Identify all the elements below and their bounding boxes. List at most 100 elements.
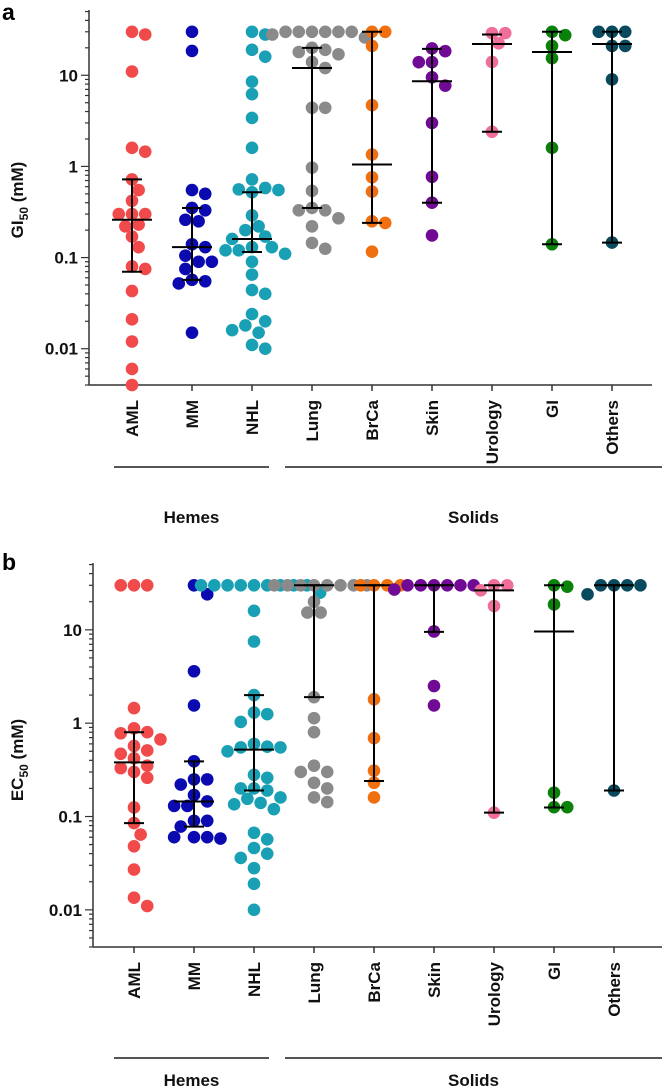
data-point xyxy=(367,791,381,804)
data-point xyxy=(498,26,512,40)
data-point xyxy=(205,255,219,269)
data-point xyxy=(138,207,152,221)
data-point xyxy=(247,578,261,592)
data-point xyxy=(134,828,147,841)
data-point xyxy=(258,287,272,301)
data-point xyxy=(318,25,332,39)
panel-letter: b xyxy=(2,549,16,575)
data-point xyxy=(320,765,334,779)
data-point xyxy=(200,588,214,601)
data-point xyxy=(221,578,234,592)
data-point xyxy=(234,851,248,865)
data-point xyxy=(132,218,145,231)
y-axis-title: GI50 (mM) xyxy=(8,162,31,239)
data-point xyxy=(127,701,141,715)
data-point xyxy=(318,101,332,115)
data-point xyxy=(232,244,246,257)
series-skin xyxy=(412,42,452,242)
data-point xyxy=(114,726,128,740)
data-point xyxy=(174,778,188,791)
data-point xyxy=(112,207,126,221)
x-tick-label: Lung xyxy=(303,400,322,442)
series-lung xyxy=(268,578,374,809)
data-point xyxy=(260,740,274,753)
y-axis-title-main: EC xyxy=(8,778,27,802)
series-lung xyxy=(266,25,372,256)
data-point xyxy=(581,588,594,601)
x-tick-label: BrCa xyxy=(363,399,382,440)
y-tick-label: 1 xyxy=(73,714,82,733)
series-others xyxy=(581,578,647,797)
x-tick-label: NHL xyxy=(243,400,262,435)
data-point xyxy=(245,141,259,155)
data-point xyxy=(367,776,381,790)
series-aml xyxy=(112,25,152,392)
data-point xyxy=(245,283,259,297)
data-point xyxy=(258,50,272,63)
data-point xyxy=(618,39,632,53)
y-tick-label: 1 xyxy=(69,157,78,176)
series-nhl xyxy=(194,578,327,917)
data-point xyxy=(438,79,452,92)
data-point xyxy=(127,863,141,876)
data-point xyxy=(307,759,321,773)
data-point xyxy=(194,578,208,592)
data-point xyxy=(187,664,201,678)
data-point xyxy=(334,578,347,592)
data-point xyxy=(247,826,261,840)
data-point xyxy=(618,25,632,39)
data-point xyxy=(185,326,199,339)
data-point xyxy=(127,578,141,592)
data-point xyxy=(245,25,259,39)
data-point xyxy=(125,378,139,392)
y-axis-title-unit: (mM) xyxy=(8,162,27,207)
data-point xyxy=(187,699,201,712)
data-point xyxy=(278,247,292,261)
data-point xyxy=(307,711,321,725)
data-point xyxy=(332,211,345,225)
x-tick-label: AML xyxy=(125,962,144,999)
data-point xyxy=(125,335,139,348)
data-point xyxy=(225,323,239,337)
data-point xyxy=(247,841,261,855)
data-point xyxy=(245,43,259,57)
data-point xyxy=(272,183,285,197)
data-point xyxy=(279,25,292,39)
data-point xyxy=(221,744,234,758)
data-point xyxy=(260,847,274,860)
data-point xyxy=(266,28,279,41)
data-point xyxy=(179,249,192,262)
data-point xyxy=(245,268,259,281)
data-point xyxy=(365,245,379,258)
series-mm xyxy=(172,25,219,339)
data-point xyxy=(294,765,308,779)
data-point xyxy=(345,25,358,39)
data-point xyxy=(185,25,199,39)
data-point xyxy=(214,832,227,845)
data-point xyxy=(247,877,261,891)
data-point xyxy=(292,25,306,39)
data-point xyxy=(274,791,287,804)
data-point xyxy=(274,741,287,754)
data-point xyxy=(260,707,274,721)
data-point xyxy=(318,242,332,256)
y-tick-label: 0.1 xyxy=(58,808,82,827)
x-tick-label: Skin xyxy=(425,962,444,998)
data-point xyxy=(260,784,274,797)
data-point xyxy=(138,28,152,41)
y-tick-label: 10 xyxy=(59,66,78,85)
data-point xyxy=(560,580,574,593)
data-point xyxy=(245,255,259,269)
data-point xyxy=(179,262,192,276)
series-gi xyxy=(532,25,572,251)
data-point xyxy=(187,830,201,844)
data-point xyxy=(132,240,145,254)
data-point xyxy=(245,307,259,321)
data-point xyxy=(454,578,467,592)
data-point xyxy=(500,578,514,592)
data-point xyxy=(241,792,254,806)
data-point xyxy=(378,216,392,230)
data-point xyxy=(127,891,141,904)
data-point xyxy=(245,111,259,125)
